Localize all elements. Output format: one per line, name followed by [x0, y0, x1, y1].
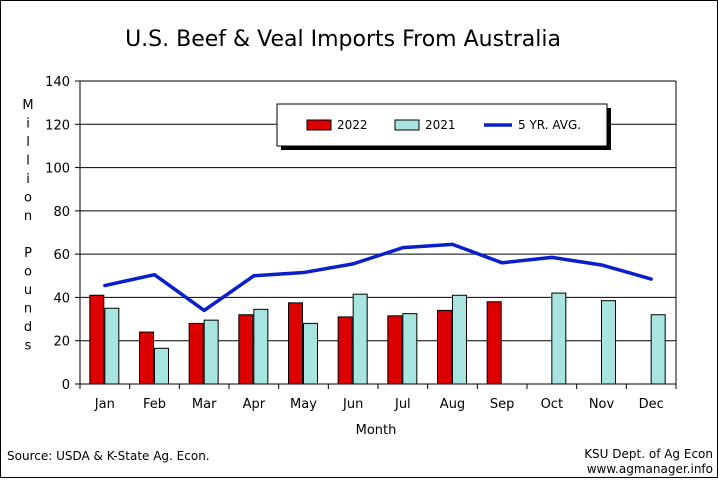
credit-line-2: www.agmanager.info [587, 462, 713, 476]
y-tick-label: 100 [45, 162, 70, 177]
credit-line-1: KSU Dept. of Ag Econ [584, 447, 713, 461]
x-tick-label: May [290, 397, 317, 412]
bar-2022-jan [89, 294, 105, 385]
series-line-5yr-avg [103, 242, 653, 313]
bar-2022-may [288, 302, 303, 385]
y-axis-label-char: n [24, 209, 32, 224]
bar-2021-may [303, 322, 318, 385]
x-tick-labels: Jan Feb Mar Apr May Jun Jul Aug Sep Oct Nov Dec [94, 397, 664, 412]
bar-2022-mar [188, 322, 204, 385]
x-tick-label: Jun [342, 397, 363, 412]
bar-2022-apr [238, 314, 254, 385]
x-tick-label: Aug [440, 397, 465, 412]
bar-2022-feb [139, 331, 154, 385]
y-tick-label: 80 [53, 205, 70, 220]
legend-label: 5 YR. AVG. [518, 118, 581, 132]
legend-box [276, 103, 608, 147]
y-tick-label: 60 [53, 248, 70, 263]
legend: 2022 2021 5 YR. AVG. [276, 103, 611, 150]
y-tick-label: 120 [45, 118, 70, 133]
y-axis-label-char: i [26, 117, 30, 132]
y-axis-label-char: u [24, 283, 32, 298]
y-axis-label-char: i [26, 172, 30, 187]
y-axis-label-char: s [25, 339, 32, 354]
y-axis-label-char: P [24, 246, 32, 261]
x-tick-label: Oct [541, 397, 563, 412]
x-tick-label: Mar [192, 397, 217, 412]
avg-line-layer [103, 242, 653, 313]
x-tick-label: Nov [589, 397, 615, 412]
x-tick-label: Sep [490, 397, 515, 412]
legend-label: 2021 [425, 118, 456, 132]
legend-swatch [306, 119, 332, 131]
bar-2021-oct [551, 292, 567, 385]
bar-2022-jul [387, 315, 403, 385]
y-axis-label-char: l [26, 154, 30, 169]
y-axis-label-char: M [22, 98, 33, 113]
x-tick-label: Jan [94, 397, 115, 412]
y-tick-label: 20 [53, 335, 70, 350]
y-axis-label-char: o [24, 191, 32, 206]
bar-2021-feb [154, 347, 169, 385]
source-note: Source: USDA & K-State Ag. Econ. [7, 449, 210, 463]
bar-2021-jun [352, 293, 368, 385]
chart-title: U.S. Beef & Veal Imports From Australia [125, 27, 561, 52]
y-tick-label: 40 [53, 291, 70, 306]
x-tick-label: Jul [394, 397, 411, 412]
y-axis-label-char: d [24, 320, 32, 335]
x-axis-label: Month [356, 423, 397, 438]
bar-2021-aug [452, 294, 467, 385]
bar-2021-apr [253, 308, 269, 385]
bar-2021-mar [203, 319, 219, 385]
y-tick-label: 140 [45, 75, 70, 90]
legend-label: 2022 [337, 118, 368, 132]
bars [89, 292, 666, 385]
x-tick-label: Apr [243, 397, 266, 412]
y-tick-label: 0 [62, 378, 70, 393]
bar-2022-jun [337, 316, 353, 385]
y-axis-label-char: l [26, 135, 30, 150]
axes [75, 80, 677, 389]
x-tick-label: Feb [143, 397, 166, 412]
x-tick-label: Dec [639, 397, 664, 412]
y-axis-label-char: n [24, 302, 32, 317]
y-tick-labels: 0 20 40 60 80 100 120 140 [45, 75, 70, 393]
bar-2021-jan [104, 307, 120, 385]
bar-2021-nov [601, 300, 616, 385]
bar-2021-jul [402, 313, 418, 385]
bar-2021-dec [650, 314, 666, 385]
bar-2022-aug [437, 309, 452, 385]
legend-swatch [394, 119, 420, 131]
bar-2022-sep [486, 301, 502, 385]
y-axis-label-char: o [24, 265, 32, 280]
